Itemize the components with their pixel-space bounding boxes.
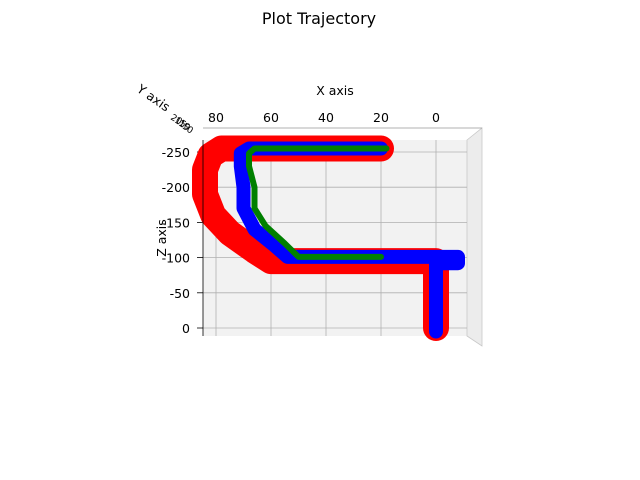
x-tick-label-2: 40: [318, 110, 334, 125]
z-tick-label-0: -250: [162, 145, 190, 160]
z-tick-label-3: -100: [162, 251, 190, 266]
series-layer: [192, 135, 465, 341]
x-tick-label-3: 20: [373, 110, 389, 125]
y-tick-label-1: 15: [173, 116, 188, 130]
y-tick-label-3: 5: [181, 122, 191, 134]
x-tick-label-0: 80: [208, 110, 224, 125]
series-2-line: [246, 145, 390, 260]
x-tick-labels: 80 60 40 20 0: [208, 110, 440, 125]
series-1-line: [233, 141, 465, 339]
z-tick-label-5: 0: [182, 321, 190, 336]
z-tick-label-4: -50: [170, 286, 190, 301]
y-tick-label-4: 0: [185, 125, 195, 137]
z-axis-label: Z axis: [154, 219, 169, 257]
z-tick-label-2: -150: [162, 215, 190, 230]
z-tick-label-1: -200: [162, 180, 190, 195]
chart-title: Plot Trajectory: [262, 9, 376, 28]
side-pane: [466, 127, 483, 347]
y-axis-label: Y axis: [133, 81, 172, 115]
x-tick-label-1: 60: [263, 110, 279, 125]
x-axis-label: X axis: [316, 83, 354, 98]
z-tick-labels: -250 -200 -150 -100 -50 0: [162, 145, 190, 336]
x-tick-label-4: 0: [432, 110, 440, 125]
